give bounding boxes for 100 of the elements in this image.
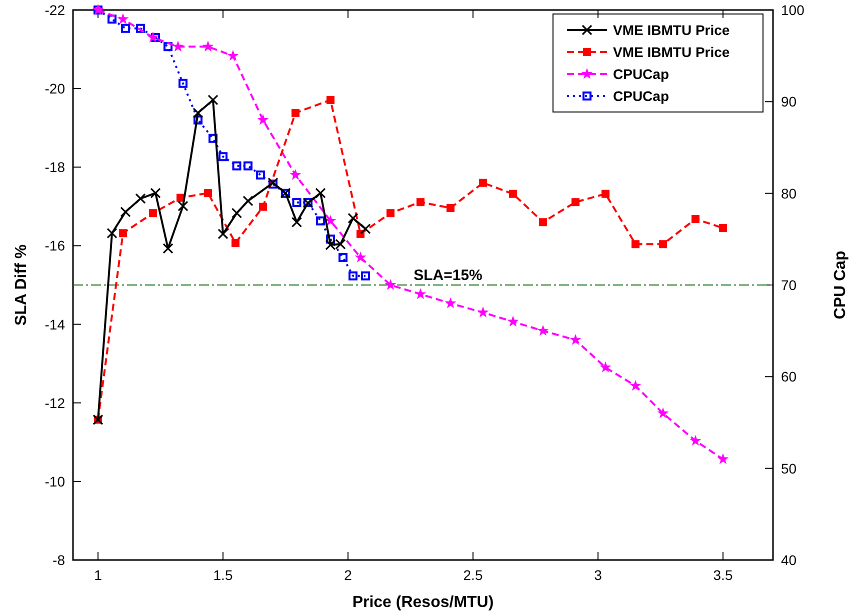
point	[348, 271, 358, 280]
x-tick-label: 3.5	[713, 567, 733, 583]
point	[446, 204, 454, 212]
point	[218, 152, 228, 162]
legend-label: VME IBMTU Price	[613, 44, 730, 60]
point	[231, 208, 242, 218]
point	[135, 193, 146, 204]
point	[194, 116, 202, 124]
point	[386, 209, 394, 218]
y-tick-label: -8	[52, 552, 66, 568]
y2-tick-label: 80	[781, 185, 797, 202]
point	[256, 170, 265, 180]
point	[361, 271, 370, 280]
point	[290, 169, 302, 180]
point	[119, 229, 127, 238]
y2-tick-label: 60	[781, 368, 797, 385]
point	[292, 108, 300, 117]
x-axis-title: Price (Resos/MTU)	[352, 594, 494, 611]
y-tick-label: -12	[44, 394, 66, 411]
point	[178, 78, 188, 88]
point	[509, 190, 517, 198]
point	[338, 253, 348, 262]
y-tick-label: -22	[44, 2, 66, 18]
point	[227, 50, 239, 61]
point	[354, 252, 366, 262]
point	[690, 434, 702, 446]
point	[414, 288, 426, 300]
point	[315, 188, 326, 198]
point	[172, 40, 184, 52]
point	[600, 362, 612, 372]
y2-tick-label: 70	[781, 277, 797, 293]
y2-tick-label: 50	[781, 460, 797, 476]
point	[570, 334, 582, 345]
point	[719, 224, 727, 232]
point	[136, 24, 145, 33]
point	[192, 108, 204, 118]
y2-axis-title: CPU Cap	[832, 250, 849, 320]
point	[242, 196, 254, 206]
point	[259, 202, 267, 211]
point	[360, 224, 371, 234]
point	[602, 190, 610, 198]
y2-tick-label: 40	[781, 552, 797, 568]
point	[232, 238, 240, 247]
point	[291, 216, 302, 228]
point	[717, 453, 729, 464]
point	[232, 161, 242, 170]
y-tick-label: -10	[44, 473, 66, 490]
point	[416, 198, 424, 206]
point	[356, 230, 364, 238]
x-tick-label: 2.5	[463, 567, 483, 583]
point	[164, 42, 172, 52]
point	[244, 161, 252, 170]
point	[178, 200, 188, 212]
point	[202, 40, 214, 52]
point	[204, 189, 212, 198]
point	[326, 96, 334, 104]
point	[292, 198, 302, 207]
x-tick-label: 2	[344, 567, 352, 583]
point	[537, 324, 549, 336]
point	[384, 279, 396, 290]
point	[150, 188, 161, 198]
point	[162, 243, 174, 254]
y-tick-label: -14	[44, 316, 66, 332]
x-tick-label: 1.5	[213, 567, 233, 583]
x-tick-label: 1	[94, 567, 102, 583]
point	[348, 212, 358, 224]
point	[147, 32, 159, 42]
point	[692, 215, 700, 223]
point	[121, 24, 130, 33]
y2-tick-label: 100	[781, 2, 805, 18]
point	[108, 14, 116, 24]
point	[507, 316, 519, 327]
point	[477, 306, 489, 318]
annotation: SLA=15%	[414, 267, 482, 284]
point	[632, 240, 640, 248]
point	[257, 114, 269, 125]
point	[572, 198, 580, 206]
point	[657, 407, 669, 418]
point	[117, 13, 129, 24]
point	[106, 228, 118, 238]
y-axis-title: SLA Diff %	[13, 244, 30, 326]
point	[539, 218, 547, 226]
y-tick-label: -20	[44, 80, 66, 97]
point	[218, 228, 228, 240]
point	[208, 94, 218, 106]
point	[149, 209, 157, 218]
point	[444, 297, 456, 308]
point	[326, 234, 335, 244]
point	[659, 240, 667, 248]
point	[316, 216, 325, 226]
y-tick-label: -18	[44, 159, 66, 176]
legend-label: CPUCap	[613, 88, 670, 104]
point	[630, 380, 642, 391]
point	[120, 206, 131, 218]
x-tick-label: 3	[594, 567, 602, 583]
legend-label: CPUCap	[613, 66, 670, 82]
legend-label: VME IBMTU Price	[613, 22, 730, 38]
point	[208, 134, 218, 143]
point	[479, 178, 487, 187]
point	[151, 33, 160, 42]
